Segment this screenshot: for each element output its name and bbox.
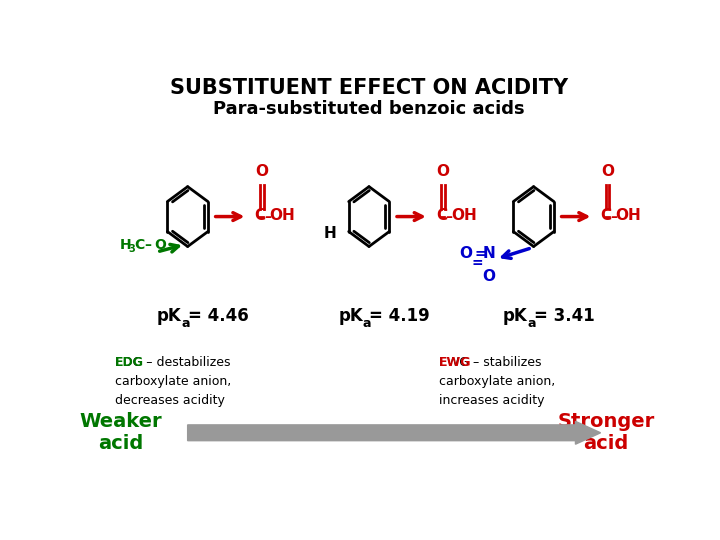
Text: EWG – stabilizes
carboxylate anion,
increases acidity: EWG – stabilizes carboxylate anion, incr… bbox=[438, 356, 555, 407]
Text: EDG: EDG bbox=[115, 356, 144, 369]
Text: = 4.19: = 4.19 bbox=[369, 307, 430, 326]
Text: 3: 3 bbox=[128, 244, 135, 254]
Text: C: C bbox=[255, 208, 266, 223]
Text: OH: OH bbox=[270, 208, 295, 223]
Text: a: a bbox=[528, 318, 536, 330]
Text: C: C bbox=[135, 238, 145, 252]
Text: O: O bbox=[255, 164, 268, 179]
Text: =: = bbox=[472, 256, 483, 270]
Text: a: a bbox=[181, 318, 190, 330]
Text: N: N bbox=[482, 246, 495, 261]
Text: –: – bbox=[446, 210, 452, 224]
Text: SUBSTITUENT EFFECT ON ACIDITY: SUBSTITUENT EFFECT ON ACIDITY bbox=[170, 78, 568, 98]
Text: Stronger
acid: Stronger acid bbox=[557, 412, 654, 453]
Text: –: – bbox=[144, 238, 151, 252]
Text: O: O bbox=[600, 164, 613, 179]
Text: H: H bbox=[324, 226, 336, 241]
Text: EDG – destabilizes
carboxylate anion,
decreases acidity: EDG – destabilizes carboxylate anion, de… bbox=[115, 356, 231, 407]
Text: EWG: EWG bbox=[438, 356, 472, 369]
FancyArrow shape bbox=[188, 421, 600, 444]
Text: H: H bbox=[120, 238, 131, 252]
Text: pK: pK bbox=[503, 307, 528, 326]
Text: pK: pK bbox=[338, 307, 363, 326]
Text: a: a bbox=[363, 318, 372, 330]
Text: OH: OH bbox=[616, 208, 642, 223]
Text: O: O bbox=[482, 268, 495, 284]
Text: O: O bbox=[154, 238, 166, 252]
Text: C: C bbox=[600, 208, 612, 223]
Text: O: O bbox=[459, 246, 472, 261]
Text: pK: pK bbox=[157, 307, 181, 326]
Text: C: C bbox=[436, 208, 447, 223]
Text: = 4.46: = 4.46 bbox=[188, 307, 248, 326]
Text: –: – bbox=[610, 210, 617, 224]
Text: Weaker
acid: Weaker acid bbox=[79, 412, 162, 453]
Text: Para-substituted benzoic acids: Para-substituted benzoic acids bbox=[213, 100, 525, 118]
Text: –: – bbox=[264, 210, 271, 224]
Text: = 3.41: = 3.41 bbox=[534, 307, 595, 326]
Text: OH: OH bbox=[451, 208, 477, 223]
Text: O: O bbox=[436, 164, 449, 179]
Text: =: = bbox=[474, 247, 487, 261]
